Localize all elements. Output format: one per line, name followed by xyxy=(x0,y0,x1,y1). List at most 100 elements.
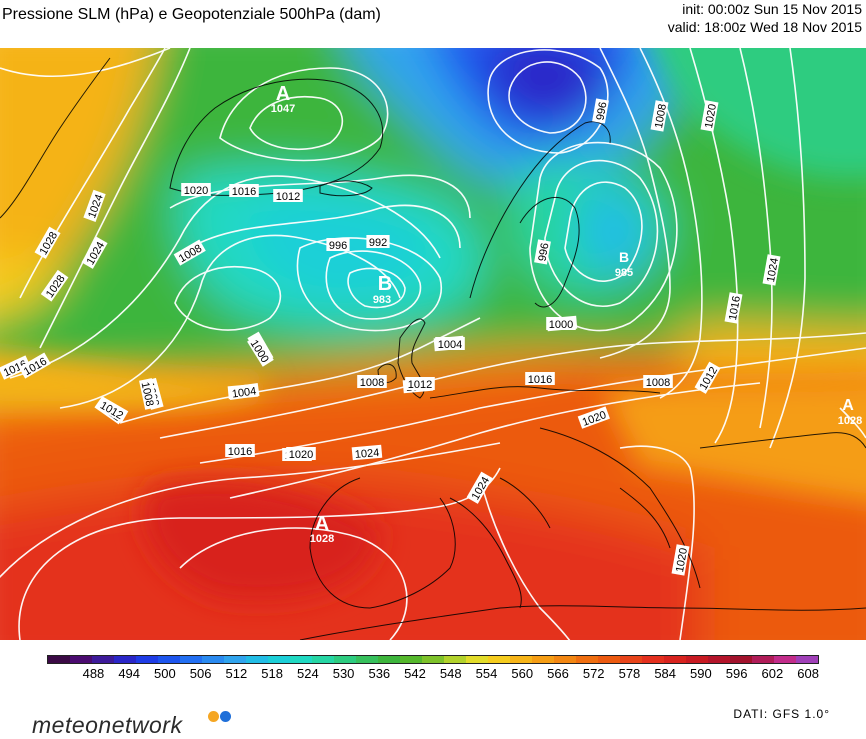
isobar-label-text: 1020 xyxy=(184,185,208,197)
color-swatch xyxy=(136,656,158,663)
isobar-label: 1012 xyxy=(273,189,303,203)
run-info: init: 00:00z Sun 15 Nov 2015 valid: 18:0… xyxy=(668,0,862,36)
color-swatch xyxy=(268,656,290,663)
color-scale-label: 536 xyxy=(368,666,391,681)
color-swatch xyxy=(92,656,114,663)
color-scale-label: 512 xyxy=(225,666,248,681)
isobar-label-text: 1020 xyxy=(674,547,690,573)
brand-logo-dots xyxy=(208,711,238,725)
isobar-label: 1004 xyxy=(228,383,260,401)
isobar-label: 1008 xyxy=(643,375,673,389)
isobar-label-text: 1008 xyxy=(653,103,669,129)
isobar-label-text: 1016 xyxy=(528,374,552,386)
color-swatch xyxy=(334,656,356,663)
low-center-value: 983 xyxy=(373,294,391,306)
weather-map: 1028 1024 1016 1012 1008 1004 1000 996 992 1020 10… xyxy=(0,48,866,640)
isobar-label-text: 1008 xyxy=(139,381,156,407)
isobar-label: 1000 xyxy=(546,317,576,331)
high-center-value: 1028 xyxy=(310,533,334,545)
isobar-label-text: 1020 xyxy=(289,449,313,461)
high-center-letter: A xyxy=(276,83,290,105)
brand-logo-text: meteonetwork xyxy=(32,712,183,738)
color-scale-label: 500 xyxy=(154,666,176,681)
isobar-label: 1016 xyxy=(229,184,259,198)
color-swatch xyxy=(180,656,202,663)
color-scale-label: 506 xyxy=(189,666,212,681)
isobar-label-text: 1024 xyxy=(765,257,781,283)
color-scale-label: 524 xyxy=(296,666,319,681)
isobar-label-text: 996 xyxy=(536,242,551,262)
color-scale-label: 608 xyxy=(797,666,819,681)
color-scale-label: 596 xyxy=(725,666,748,681)
color-swatch xyxy=(312,656,334,663)
isobar-label: 1020 xyxy=(181,183,211,197)
color-scale-label: 584 xyxy=(654,666,677,681)
high-center-value: 1047 xyxy=(271,103,295,115)
high-center-value: 1028 xyxy=(838,415,862,427)
data-source: DATI: GFS 1.0° xyxy=(733,707,830,721)
pressure-centers: A 1047 B 983 A 1028 B 985 A 1028 xyxy=(271,83,862,545)
color-swatch xyxy=(510,656,532,663)
color-scale-label: 578 xyxy=(618,666,641,681)
isobar-label-text: 1000 xyxy=(549,319,573,331)
color-swatch xyxy=(356,656,378,663)
isobar-label-text: 1016 xyxy=(228,446,252,458)
isobar-label-text: 1020 xyxy=(703,103,719,129)
color-swatch xyxy=(620,656,642,663)
isobar-label-text: 1024 xyxy=(354,447,379,461)
isobar-label: 1016 xyxy=(225,444,255,458)
isobar-label: 1008 xyxy=(139,378,158,410)
isobar-label-text: 1008 xyxy=(646,377,670,389)
color-scale-label: 602 xyxy=(761,666,784,681)
isobar-label: 1020 xyxy=(671,544,690,576)
isobar-label: 1016 xyxy=(724,292,743,324)
low-center-value: 985 xyxy=(615,267,633,279)
color-scale-label: 560 xyxy=(511,666,534,681)
isobar-label-text: 1016 xyxy=(232,186,256,198)
color-scale-label: 590 xyxy=(690,666,712,681)
isobar-label-text: 996 xyxy=(594,101,609,121)
color-swatch xyxy=(114,656,136,663)
color-scale-label: 488 xyxy=(82,666,105,681)
brand-dot xyxy=(208,711,219,722)
color-swatch xyxy=(466,656,488,663)
color-swatch xyxy=(70,656,92,663)
color-scale-label: 518 xyxy=(261,666,283,681)
color-swatch xyxy=(730,656,752,663)
brand-dot xyxy=(220,711,231,722)
color-swatch xyxy=(686,656,708,663)
isobar-label: 1020 xyxy=(286,447,316,461)
isobar-label: 1012 xyxy=(405,377,435,391)
isobar-label: 1004 xyxy=(435,337,465,351)
isobar-label: 1020 xyxy=(700,100,719,132)
color-scale-label: 542 xyxy=(404,666,426,681)
isobar-label-text: 1012 xyxy=(408,379,432,391)
init-time: init: 00:00z Sun 15 Nov 2015 xyxy=(682,1,862,17)
isobar-label: 996 xyxy=(534,239,551,265)
isobar-label-text: 996 xyxy=(329,240,347,252)
color-swatch xyxy=(246,656,268,663)
color-scale-label: 566 xyxy=(547,666,569,681)
weather-map-svg: 1028 1024 1016 1012 1008 1004 1000 996 992 1020 10… xyxy=(0,48,866,640)
isobar-label-text: 1012 xyxy=(276,191,300,203)
color-swatch xyxy=(378,656,400,663)
color-scale-label: 554 xyxy=(475,666,498,681)
color-swatch xyxy=(290,656,312,663)
color-scale-label: 494 xyxy=(118,666,141,681)
map-title: Pressione SLM (hPa) e Geopotenziale 500h… xyxy=(2,6,381,23)
color-scale-bar xyxy=(47,655,819,664)
isobar-label-text: 1016 xyxy=(727,295,743,321)
isobar-label: 1024 xyxy=(762,254,781,286)
color-swatch xyxy=(444,656,466,663)
color-swatch xyxy=(708,656,730,663)
color-swatch xyxy=(796,656,818,663)
isobar-label: 1008 xyxy=(650,100,669,132)
coastlines xyxy=(0,57,866,640)
color-swatch xyxy=(598,656,620,663)
color-swatch xyxy=(224,656,246,663)
isobar-label: 1024 xyxy=(351,444,383,461)
isobar-label-text: 1004 xyxy=(438,339,462,351)
color-swatch xyxy=(422,656,444,663)
color-swatch xyxy=(202,656,224,663)
high-center-letter: A xyxy=(315,513,329,535)
